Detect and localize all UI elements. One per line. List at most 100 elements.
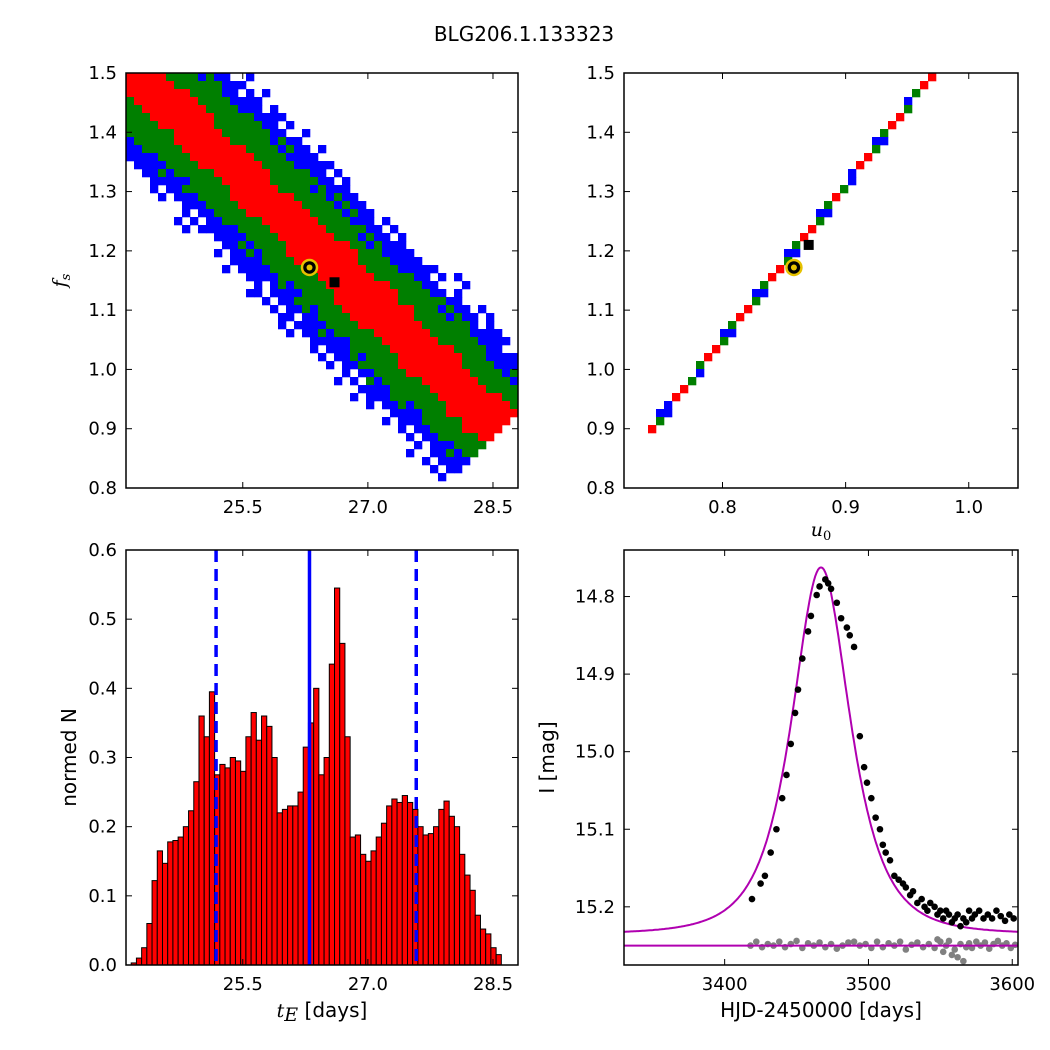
histogram-bar [485,933,492,966]
posterior-cell-sigma3 [214,233,223,242]
posterior-cell-sigma3 [366,209,375,218]
posterior-cell-sigma1 [382,321,391,330]
posterior-cell-sigma1 [326,273,335,282]
posterior-cell-sigma1 [190,145,199,154]
posterior-cell-sigma3 [270,137,279,146]
posterior-cell-sigma3 [374,225,383,234]
posterior-cell-sigma3 [342,177,351,186]
posterior-cell-sigma1 [438,353,447,362]
y-tick-label: 0.2 [88,817,117,838]
posterior-cell-sigma3 [302,153,311,162]
posterior-cell-sigma1 [358,273,367,282]
posterior-cell-sigma3 [784,249,793,258]
posterior-cell-sigma1 [190,113,199,122]
histogram-bar [156,850,163,966]
posterior-cell-sigma2 [246,217,255,226]
posterior-cell-sigma2 [294,193,303,202]
posterior-cell-sigma1 [166,81,175,90]
posterior-cell-sigma1 [158,81,167,90]
posterior-cell-sigma2 [470,361,479,370]
posterior-cell-sigma2 [166,153,175,162]
posterior-cell-sigma3 [358,353,367,362]
fs-vs-te-panel: 25.5 27.0 28.5 0.8 0.9 1.0 1.1 1.2 1.3 1.4 1.5 fs [49,63,519,518]
posterior-cell-sigma1 [246,201,255,210]
posterior-cell-sigma1 [278,193,287,202]
posterior-cell-sigma1 [286,249,295,258]
posterior-cell-sigma1 [856,161,865,170]
posterior-cell-sigma1 [254,161,263,170]
posterior-cell-sigma1 [262,193,271,202]
posterior-cell-sigma3 [414,417,423,426]
posterior-cell-sigma2 [134,137,143,146]
data-point [993,907,1000,915]
posterior-cell-sigma2 [912,89,921,98]
posterior-cell-sigma1 [358,313,367,322]
posterior-cell-sigma1 [366,289,375,298]
posterior-cell-sigma2 [254,217,263,226]
posterior-cell-sigma3 [126,153,135,162]
posterior-cell-sigma2 [318,201,327,210]
posterior-cell-sigma3 [454,273,463,282]
posterior-cell-sigma3 [262,265,271,274]
posterior-cell-sigma1 [350,281,359,290]
posterior-cell-sigma3 [334,185,343,194]
posterior-cell-sigma3 [478,337,487,346]
posterior-cell-sigma1 [214,137,223,146]
posterior-cell-sigma2 [358,257,367,266]
posterior-cell-sigma1 [310,217,319,226]
posterior-cell-sigma3 [254,257,263,266]
posterior-cell-sigma3 [462,457,471,466]
posterior-cell-sigma2 [374,337,383,346]
posterior-cell-sigma1 [454,409,463,418]
posterior-cell-sigma1 [182,113,191,122]
y-tick-label: 0.5 [88,609,117,630]
posterior-cell-sigma3 [406,417,415,426]
posterior-cell-sigma3 [142,169,151,178]
posterior-cell-sigma2 [350,233,359,242]
data-point [891,872,898,880]
posterior-cell-sigma2 [214,105,223,114]
posterior-cell-sigma3 [342,369,351,378]
posterior-cell-sigma3 [904,97,913,106]
posterior-cell-sigma1 [254,169,263,178]
posterior-cell-sigma1 [470,425,479,434]
posterior-cell-sigma1 [126,73,135,82]
posterior-cell-sigma3 [470,313,479,322]
posterior-cell-sigma2 [406,273,415,282]
posterior-cell-sigma3 [294,145,303,154]
posterior-cell-sigma1 [286,233,295,242]
posterior-cell-sigma2 [880,129,889,138]
residual-point [914,939,921,946]
posterior-cell-sigma1 [278,233,287,242]
posterior-cell-sigma1 [190,97,199,106]
posterior-cell-sigma2 [166,129,175,138]
data-point [850,643,858,651]
histogram-bar [240,770,247,966]
x-tick-label: 28.5 [473,974,513,995]
posterior-cell-sigma1 [920,81,929,90]
posterior-cell-sigma1 [230,153,239,162]
posterior-cell-sigma1 [704,353,713,362]
posterior-cell-sigma3 [222,73,231,82]
posterior-cell-sigma2 [398,385,407,394]
posterior-cell-sigma1 [342,241,351,250]
posterior-cell-sigma1 [342,249,351,258]
posterior-cell-sigma2 [238,121,247,130]
posterior-cell-sigma1 [182,97,191,106]
posterior-cell-sigma2 [126,121,135,130]
posterior-cell-sigma2 [366,345,375,354]
y-tick-label: 0.8 [88,478,117,499]
posterior-cell-sigma3 [382,385,391,394]
posterior-cell-sigma1 [414,369,423,378]
posterior-cell-sigma2 [174,153,183,162]
posterior-cell-sigma3 [350,377,359,386]
posterior-cell-sigma3 [430,465,439,474]
posterior-cell-sigma2 [462,441,471,450]
posterior-cell-sigma1 [174,89,183,98]
posterior-cell-sigma3 [318,337,327,346]
posterior-cell-sigma2 [728,321,737,330]
histogram-bar [245,736,252,966]
histogram-bar [172,840,179,966]
posterior-cell-sigma3 [430,433,439,442]
posterior-cell-sigma2 [158,129,167,138]
